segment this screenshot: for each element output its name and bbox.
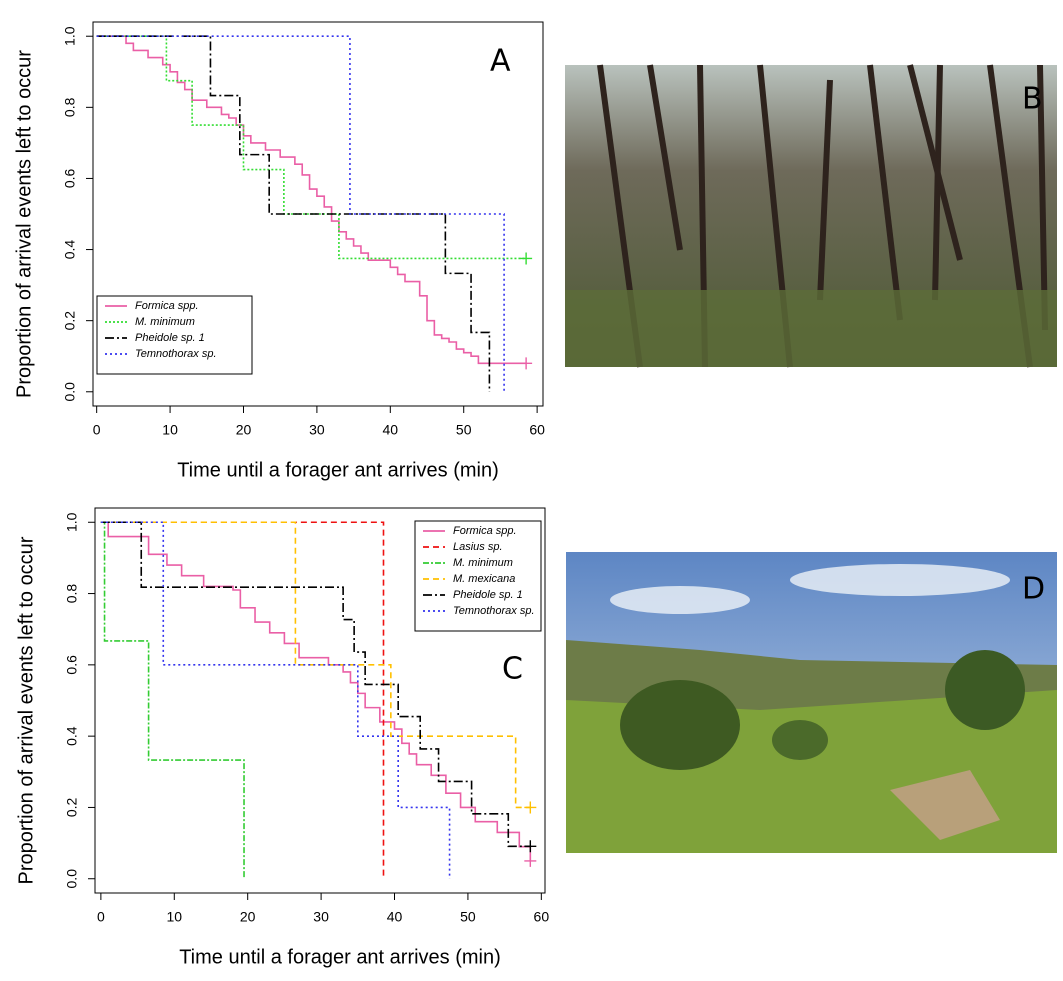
x-tick-label: 0 [97,909,105,925]
y-tick-label: 0.4 [64,726,80,746]
survival-curve [96,35,527,260]
survival-curve [96,35,491,392]
survival-curve [100,521,531,848]
legend-label: Temnothorax sp. [453,605,535,617]
y-axis-title: Proportion of arrival events left to occ… [13,50,35,398]
x-tick-label: 10 [166,909,182,925]
legend-label: M. minimum [453,557,513,569]
x-tick-label: 10 [162,422,178,438]
x-axis-title: Time until a forager ant arrives (min) [179,946,501,968]
y-tick-label: 1.0 [64,512,80,532]
x-tick-label: 20 [240,909,256,925]
y-tick-label: 1.0 [62,26,78,46]
y-tick-label: 0.8 [64,584,80,604]
x-tick-label: 60 [529,422,545,438]
x-tick-label: 30 [309,422,325,438]
legend-label: Pheidole sp. 1 [453,589,523,601]
censor-mark [524,801,537,814]
legend-label: M. mexicana [453,573,515,585]
y-tick-label: 0.6 [62,169,78,189]
y-axis-title: Proportion of arrival events left to occ… [15,536,37,884]
y-tick-label: 0.8 [62,97,78,117]
legend-box [414,520,542,632]
x-tick-label: 40 [387,909,403,925]
survival-curve [100,521,451,879]
censor-mark [524,840,537,853]
photo-label: D [1022,572,1045,607]
y-tick-label: 0.2 [64,798,80,818]
y-tick-label: 0.0 [64,869,80,889]
photo-label: B [1022,82,1043,117]
x-axis-title: Time until a forager ant arrives (min) [177,459,499,481]
legend-label: M. minimum [135,316,195,328]
legend-label: Formica spp. [453,525,517,537]
panel-label: C [502,652,523,687]
survival-curve [100,521,385,879]
y-tick-label: 0.6 [64,655,80,675]
censor-mark [524,854,537,867]
photo-forest [565,64,1057,368]
legend-label: Lasius sp. [453,541,503,553]
censor-mark [520,252,533,265]
survival-curve [96,35,527,365]
legend-label: Formica spp. [135,300,199,312]
x-tick-label: 50 [456,422,472,438]
censor-mark [520,357,533,370]
x-tick-label: 50 [460,909,476,925]
survival-curve [100,521,532,861]
x-tick-label: 0 [93,422,101,438]
x-tick-label: 30 [313,909,329,925]
survival-curve [96,35,505,392]
photo-landscape [566,552,1057,853]
panel-label: A [490,44,511,79]
legend-label: Temnothorax sp. [135,348,217,360]
legend-box [96,295,253,375]
x-tick-label: 20 [236,422,252,438]
survival-curve [100,521,245,879]
y-tick-label: 0.4 [62,240,78,260]
x-tick-label: 40 [383,422,399,438]
legend-label: Pheidole sp. 1 [135,332,205,344]
y-tick-label: 0.0 [62,382,78,402]
x-tick-label: 60 [534,909,550,925]
y-tick-label: 0.2 [62,311,78,331]
